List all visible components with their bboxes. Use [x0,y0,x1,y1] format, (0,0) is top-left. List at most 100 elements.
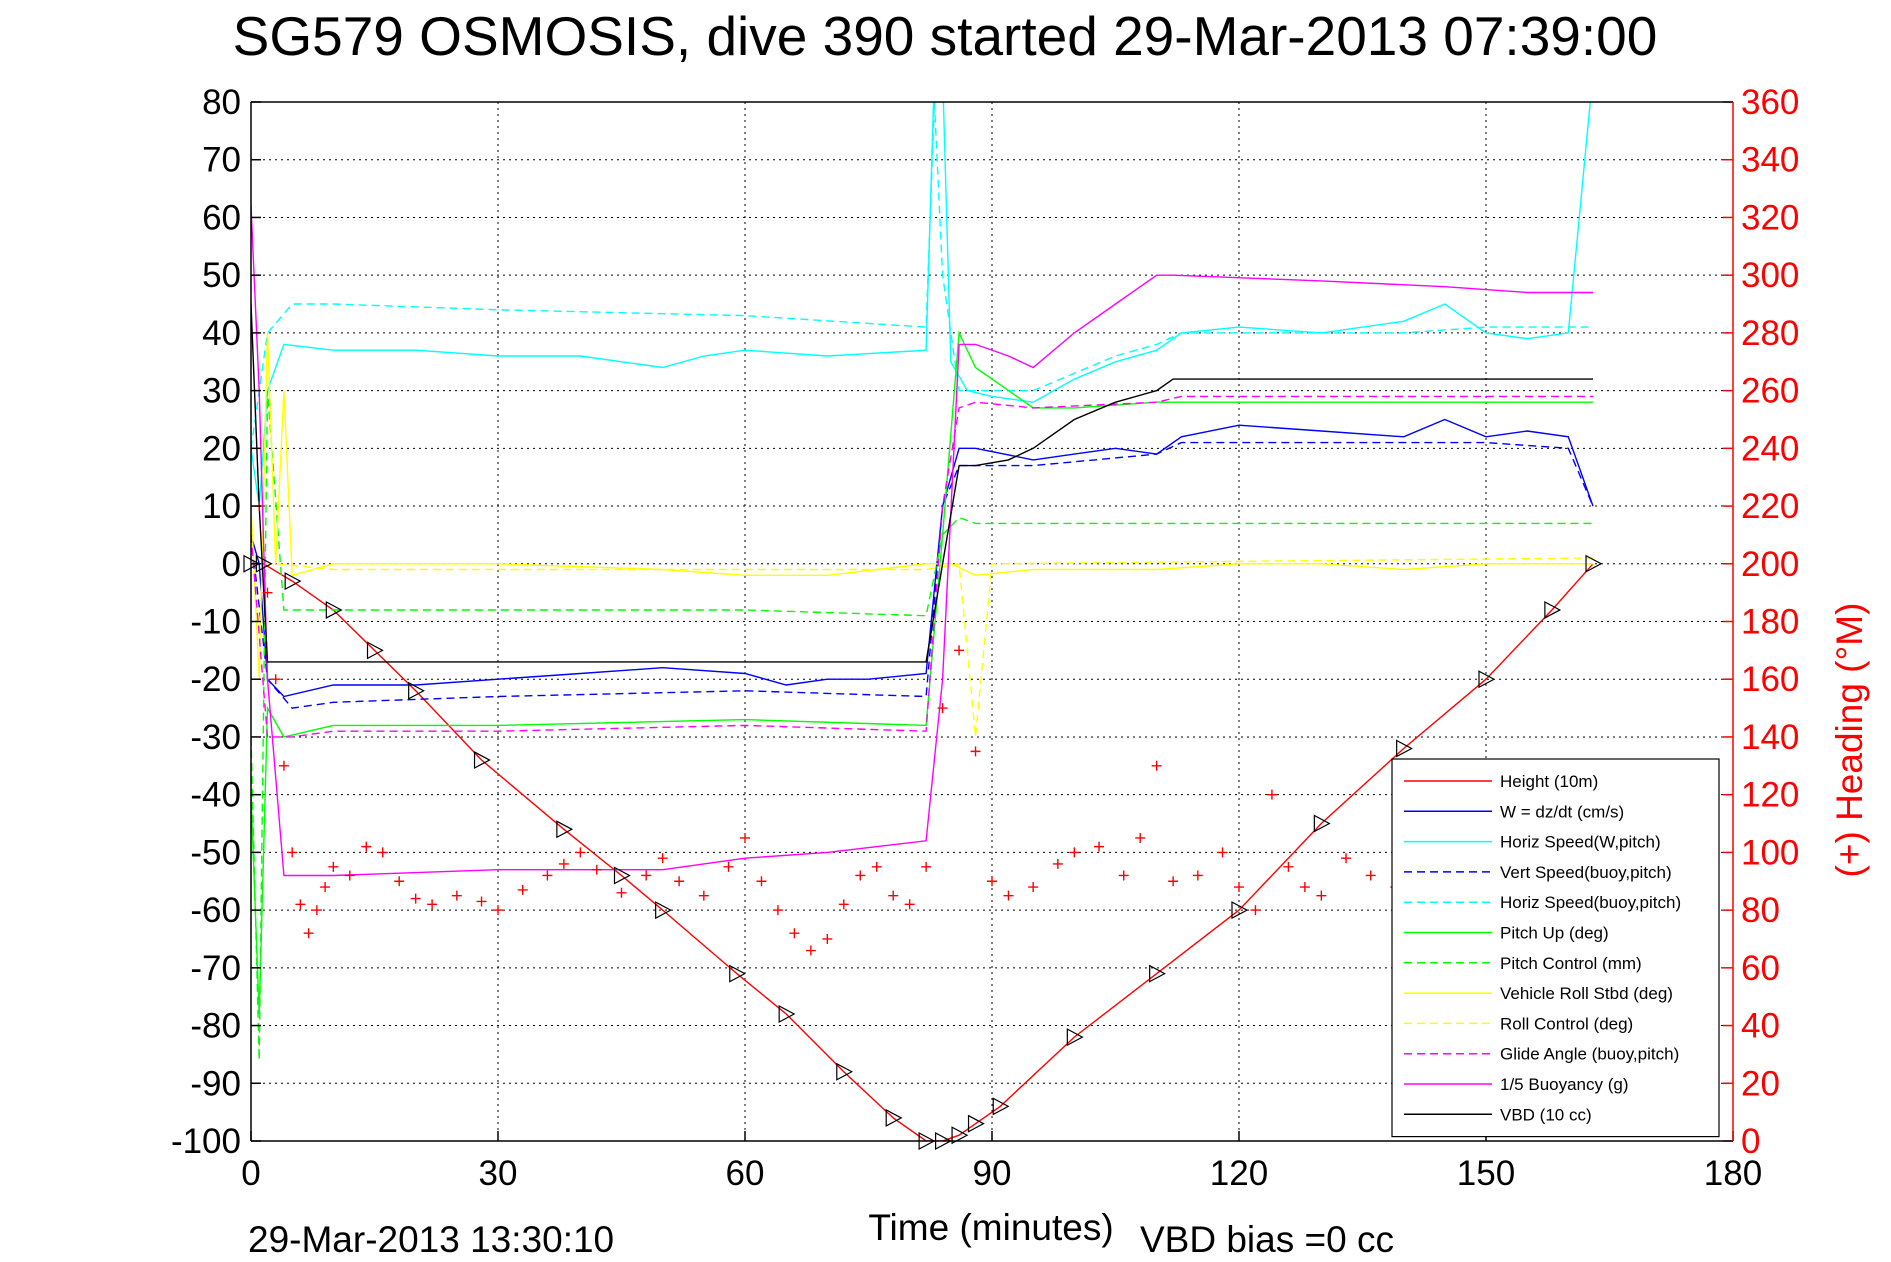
y-right-tick-label: 340 [1741,141,1799,180]
y-tick-label: -80 [190,1007,241,1046]
heading-marker [287,847,298,858]
heading-marker [822,933,833,944]
heading-marker [1283,861,1294,872]
legend-entry-label: VBD (10 cc) [1500,1105,1592,1124]
heading-marker [295,899,306,910]
heading-marker [575,847,586,858]
legend-entry-label: Roll Control (deg) [1500,1014,1633,1033]
heading-marker [1299,882,1310,893]
heading-marker [328,861,339,872]
heading-marker [954,645,965,656]
heading-marker [1028,882,1039,893]
y-tick-label: -70 [190,949,241,988]
y-right-tick-label: 280 [1741,314,1799,353]
height-triangle-marker [1066,1028,1084,1047]
y-tick-label: -100 [171,1122,241,1161]
y-tick-label: 60 [202,198,241,237]
heading-marker [723,861,734,872]
heading-marker [476,896,487,907]
heading-marker [888,890,899,901]
legend-entry-label: Horiz Speed(buoy,pitch) [1500,893,1681,912]
height-triangle-marker [1585,554,1603,573]
y-tick-label: 20 [202,429,241,468]
height-triangle-marker [556,820,574,839]
y-right-tick-label: 360 [1741,83,1799,122]
y-right-tick-label: 140 [1741,718,1799,757]
y-tick-label: 40 [202,314,241,353]
height-triangle-marker [1231,901,1249,920]
height-triangle-marker [836,1062,854,1081]
heading-marker [641,870,652,881]
series-horiz-speed-buoy-pitch [251,102,1593,449]
height-triangle-marker [885,1108,903,1127]
heading-marker [1217,847,1228,858]
heading-marker [517,884,528,895]
heading-marker [698,890,709,901]
heading-marker [772,905,783,916]
heading-marker [1069,847,1080,858]
height-triangle-marker [1544,600,1562,619]
y-right-tick-label: 160 [1741,660,1799,699]
heading-marker [427,899,438,910]
height-triangle-marker [1478,670,1496,689]
heading-marker [262,587,273,598]
series-vbd-10-cc [251,303,1593,663]
axes: 80706050403020100-10-20-30-40-50-60-70-8… [171,83,1799,1193]
heading-marker [805,945,816,956]
height-triangle-marker [992,1097,1010,1116]
height-triangle-marker [325,600,343,619]
heading-marker [674,876,685,887]
heading-marker [1151,760,1162,771]
legend-entry-label: Glide Angle (buoy,pitch) [1500,1045,1679,1064]
x-tick-label: 90 [973,1154,1012,1193]
y-right-tick-label: 180 [1741,603,1799,642]
series-1-5-buoyancy-g [251,205,1593,877]
heading-marker [789,928,800,939]
height-triangle-marker [729,964,747,983]
x-axis-label: Time (minutes) [868,1207,1113,1248]
legend-box [1391,758,1720,1138]
series-layer [243,102,1603,1150]
heading-marker [1234,882,1244,893]
heading-marker [303,928,314,939]
height-triangle-marker [951,1126,969,1145]
series-horiz-speed-w-pitch [251,102,1591,507]
heading-marker [1192,870,1203,881]
series-w-dz-dt-cm-s [251,418,1594,698]
y-right-tick-label: 260 [1741,372,1799,411]
heading-marker [410,893,421,904]
y-tick-label: -90 [190,1064,241,1103]
heading-marker [740,832,750,843]
legend-entry-label: W = dz/dt (cm/s) [1500,802,1624,821]
heading-marker [838,899,849,910]
legend-entry-label: Horiz Speed(W,pitch) [1500,833,1661,852]
height-triangle-marker [1313,814,1331,833]
height-triangle-marker [655,901,672,920]
heading-marker [1316,890,1327,901]
y-tick-label: -50 [190,833,241,872]
heading-marker [558,858,569,869]
y-tick-label: -60 [190,891,241,930]
heading-marker [987,876,997,887]
y-tick-label: -30 [190,718,241,757]
y-tick-label: 50 [202,256,241,295]
y-tick-label: -10 [190,603,241,642]
footer-vbd-bias: VBD bias =0 cc [1140,1219,1394,1260]
heading-marker [1135,832,1146,843]
x-tick-label: 30 [479,1154,518,1193]
y-right-tick-label: 0 [1741,1122,1760,1161]
height-triangle-marker [1149,964,1166,983]
y-right-tick-label: 240 [1741,429,1799,468]
heading-marker [937,703,948,714]
y-tick-label: 70 [202,141,241,180]
y-right-tick-label: 120 [1741,776,1799,815]
series-pitch-up-deg [251,330,1593,1015]
y-right-tick-label: 60 [1741,949,1780,988]
chart-title: SG579 OSMOSIS, dive 390 started 29-Mar-2… [233,5,1658,67]
x-tick-label: 180 [1704,1154,1762,1193]
heading-marker [657,853,668,864]
heading-marker [278,760,289,771]
y-right-tick-label: 20 [1741,1064,1780,1103]
right-axis-label: (+) Heading (°M) [1829,603,1870,878]
